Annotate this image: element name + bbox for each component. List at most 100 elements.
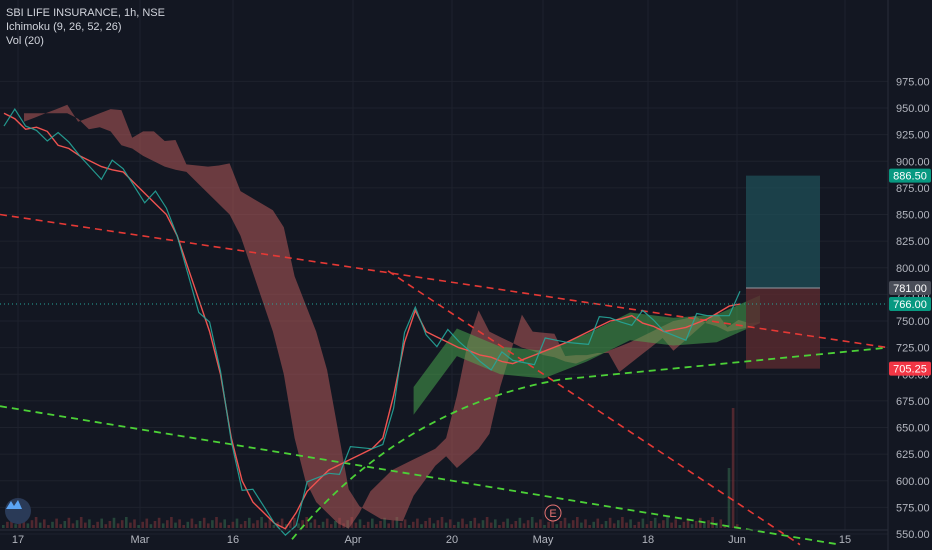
volume-bar	[637, 521, 641, 528]
volume-bar	[313, 519, 317, 528]
red-trendline-steep	[387, 270, 801, 546]
volume-bar	[735, 524, 739, 528]
y-tick-label: 625.00	[896, 449, 930, 461]
volume-bar	[43, 519, 46, 528]
volume-bar	[366, 521, 370, 528]
volume-bar	[436, 520, 440, 528]
volume-bar	[96, 521, 99, 528]
price-tag-label: 705.25	[893, 364, 927, 376]
volume-bar	[453, 525, 456, 528]
volume-bar	[153, 521, 157, 528]
volume-bar	[170, 517, 173, 528]
volume-bar	[526, 520, 530, 528]
ichimoku-label[interactable]: Ichimoku (9, 26, 52, 26)	[6, 21, 122, 33]
y-tick-label: 550.00	[896, 529, 930, 541]
volume-bar	[711, 517, 714, 528]
volume-bar	[227, 525, 231, 528]
volume-bar	[580, 522, 583, 528]
target-zone	[746, 175, 820, 288]
volume-bar	[321, 521, 325, 528]
volume-bar	[92, 525, 95, 528]
volume-bar	[686, 518, 690, 528]
price-tag-target	[889, 168, 931, 183]
stop-zone	[746, 287, 820, 369]
volume-bar	[555, 524, 559, 528]
volume-bar	[243, 521, 247, 528]
volume-bar	[272, 525, 276, 528]
volume-bar	[403, 519, 407, 528]
volume-bar	[399, 522, 403, 528]
price-tags: 886.50 781.00 766.00 705.25	[889, 168, 931, 376]
volume-label[interactable]: Vol (20)	[6, 35, 44, 47]
volume-bar	[514, 521, 518, 528]
volume-bar	[703, 523, 706, 528]
volume-bar	[592, 521, 595, 528]
volume-bar	[481, 520, 485, 528]
y-tick-label: 850.00	[896, 210, 930, 222]
volume-bar	[407, 525, 411, 528]
volume-bar	[18, 521, 21, 528]
volume-bar	[518, 517, 522, 528]
volume-bar	[469, 521, 472, 528]
volume-bar	[416, 518, 419, 528]
volume-bar	[600, 524, 604, 528]
volume-bar	[489, 522, 493, 528]
y-axis: 975.00 950.00 925.00 900.00 875.00 850.00 825.…	[887, 0, 930, 550]
volume-bar	[6, 521, 9, 528]
volume-bar	[133, 519, 136, 528]
volume-bar	[424, 521, 427, 528]
volume-bar	[502, 521, 505, 528]
x-axis: 17 Mar 16 Apr 20 May 18 Jun 15	[0, 529, 888, 546]
volume-bar	[67, 517, 71, 528]
volume-bar	[79, 517, 83, 528]
volume-bar	[543, 525, 546, 528]
volume-bar	[678, 525, 682, 528]
volume-bar	[653, 517, 657, 528]
volume-bar	[649, 521, 653, 528]
volume-bar	[535, 522, 538, 528]
ichimoku-cloud	[24, 104, 760, 529]
volume-bar	[256, 520, 259, 528]
volume-bar	[51, 521, 54, 528]
volume-bar	[510, 524, 513, 528]
volume-bar	[186, 521, 190, 528]
volume-bar	[231, 521, 235, 528]
volume-bar	[100, 518, 103, 528]
volume-bar	[617, 520, 620, 528]
volume-bar	[284, 524, 288, 528]
volume-bar	[219, 522, 222, 528]
volume-bars	[2, 408, 739, 528]
x-tick-label: Mar	[131, 534, 150, 546]
volume-bar	[477, 523, 481, 528]
volume-bar	[596, 518, 600, 528]
volume-bar	[268, 519, 272, 528]
volume-bar	[428, 517, 431, 528]
volume-bar	[457, 521, 460, 528]
volume-bar	[731, 408, 735, 528]
symbol-title[interactable]: SBI LIFE INSURANCE, 1h, NSE	[6, 7, 165, 19]
volume-bar	[412, 521, 415, 528]
volume-bar	[166, 520, 169, 528]
volume-bar	[539, 519, 542, 528]
tradingview-logo-icon[interactable]	[5, 498, 31, 524]
y-tick-label: 900.00	[896, 156, 930, 168]
volume-bar	[682, 521, 686, 528]
volume-bar	[211, 520, 214, 528]
risk-reward-zones	[746, 175, 820, 369]
volume-bar	[330, 524, 333, 528]
volume-bar	[371, 518, 374, 528]
volume-bar	[662, 520, 665, 528]
volume-bar	[235, 518, 239, 528]
volume-bar	[608, 517, 612, 528]
volume-bar	[108, 521, 112, 528]
volume-bar	[391, 520, 395, 528]
volume-bar	[387, 523, 390, 528]
volume-bar	[383, 517, 386, 528]
price-lines	[0, 107, 888, 536]
volume-bar	[141, 521, 144, 528]
volume-bar	[104, 524, 108, 528]
volume-bar	[125, 517, 128, 528]
volume-bar	[379, 521, 382, 528]
